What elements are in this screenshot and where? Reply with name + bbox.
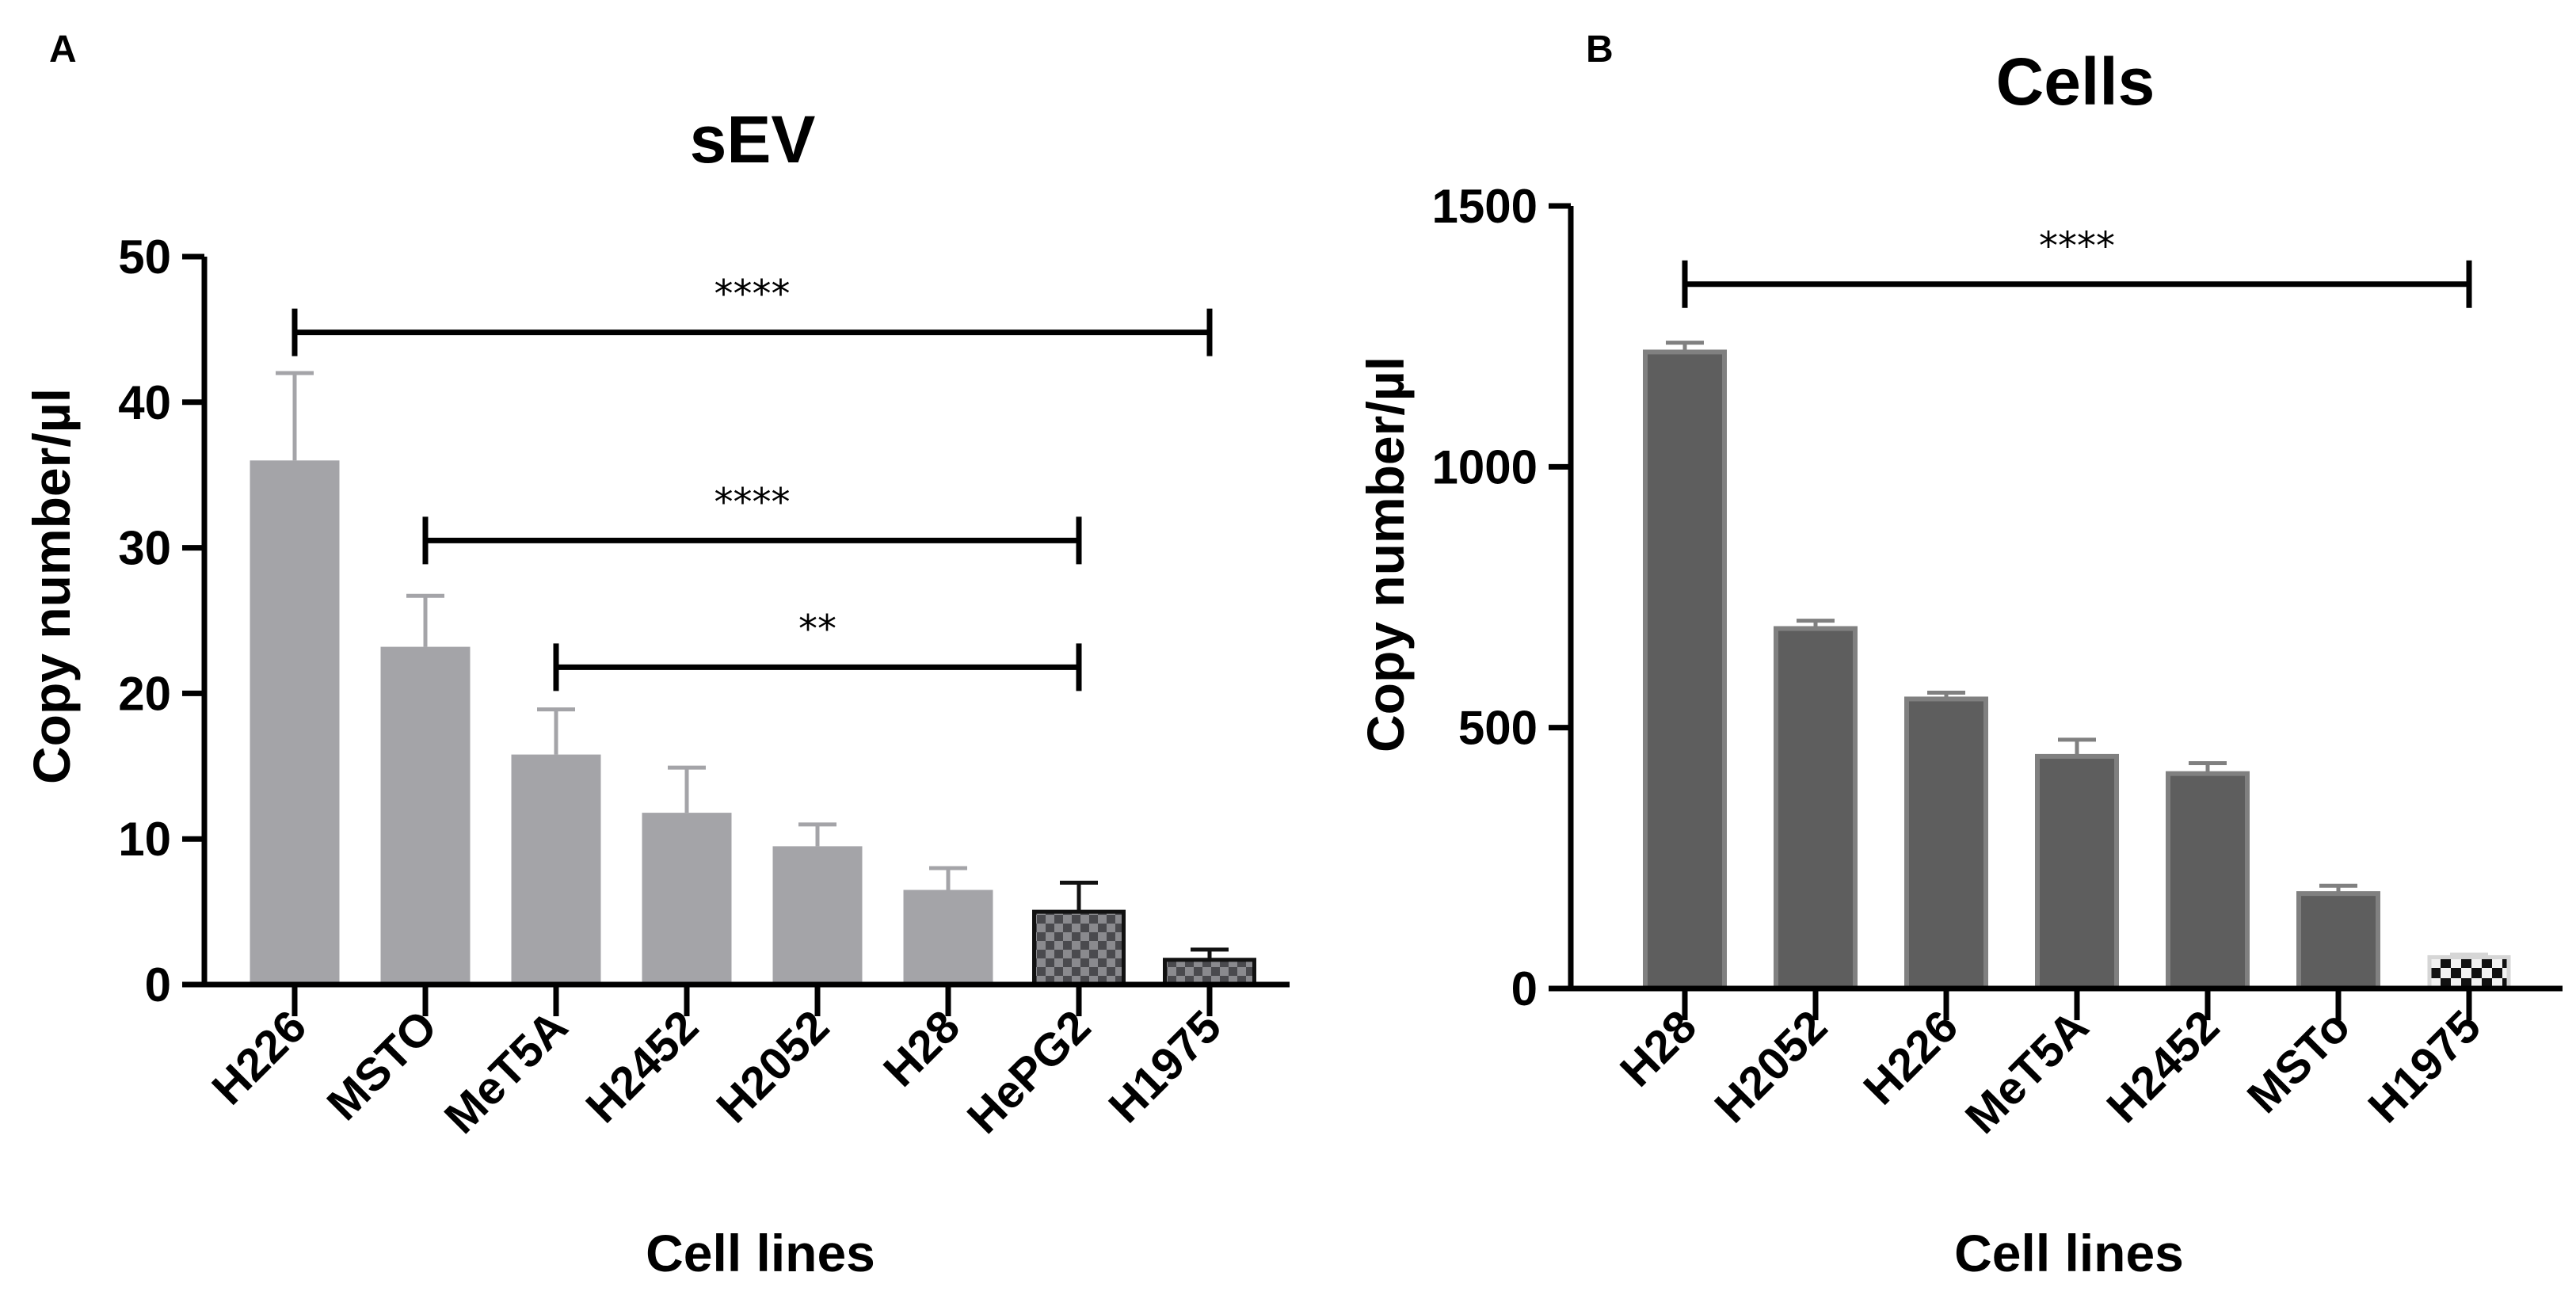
panel-a-significance-label-1: **** <box>714 272 791 317</box>
panel-a-y-tick-label: 50 <box>118 230 171 284</box>
panel-a-bar-h226 <box>250 460 340 985</box>
panel-b-category-label-h2452: H2452 <box>2097 1000 2229 1133</box>
panel-b-error-bar-h2052 <box>1797 619 1835 629</box>
panel-a-error-bar-met5a <box>537 707 575 755</box>
panel-b-y-tick-label: 500 <box>1458 702 1538 755</box>
panel-a-category-label-h226: H226 <box>202 1000 316 1114</box>
panel-a-category-label-h2052: H2052 <box>707 1000 839 1133</box>
panel-a-significance-label-2: **** <box>714 480 791 524</box>
panel-a-error-bar-h28 <box>929 866 967 890</box>
panel-b-y-tick-label: 1000 <box>1432 440 1538 493</box>
panel-a-y-tick-label: 40 <box>118 376 171 429</box>
panel-b-bar-h28 <box>1643 349 1727 991</box>
panel-a-title: sEV <box>690 102 816 177</box>
panel-b-error-bar-h28 <box>1666 341 1704 352</box>
panel-b-bar-h2052 <box>1774 626 1858 992</box>
panel-b-significance-bracket-1: **** <box>1682 224 2472 308</box>
panel-b-bar-met5a <box>2035 753 2119 991</box>
panel-a-error-bar-hepg2 <box>1060 880 1098 912</box>
panel-a-letter: A <box>49 29 77 70</box>
panel-b-category-label-met5a: MeT5A <box>1956 1000 2098 1143</box>
panel-a-error-bar-h2052 <box>798 822 836 847</box>
panel-a-error-bar-h1975 <box>1191 947 1229 960</box>
panel-b-letter: B <box>1586 29 1614 70</box>
panel-b-bar-msto <box>2296 891 2380 992</box>
panel-b-error-bar-msto <box>2319 883 2357 894</box>
panel-b-bar-h2452 <box>2166 771 2250 991</box>
panel-b-category-label-h28: H28 <box>1610 1000 1706 1096</box>
panel-a-category-label-h1975: H1975 <box>1099 1000 1231 1133</box>
panel-b-y-tick-label: 0 <box>1511 962 1538 1015</box>
panel-a-y-tick-label: 20 <box>118 667 171 720</box>
panel-a-bar-h28 <box>903 889 993 985</box>
panel-b-error-bar-h1975 <box>2450 952 2488 958</box>
panel-b-y-tick-label: 1500 <box>1432 180 1538 233</box>
panel-a-category-label-hepg2: HePG2 <box>958 1000 1100 1143</box>
panel-b-category-label-h2052: H2052 <box>1705 1000 1837 1133</box>
panel-a-y-tick-label: 10 <box>118 813 171 866</box>
panel-a-significance-bracket-3: ** <box>553 607 1082 691</box>
panel-a-bar-h2052 <box>772 846 863 985</box>
panel-b-bar-h226 <box>1904 696 1988 991</box>
panel-b-significance-label-1: **** <box>2039 224 2115 269</box>
panel-a-error-bar-h2452 <box>668 765 706 813</box>
panel-b-category-label-h226: H226 <box>1854 1000 1968 1114</box>
panel-b-category-label-msto: MSTo <box>2238 1000 2361 1123</box>
panel-b-bar-h1975 <box>2427 954 2511 991</box>
panel-a-error-bar-h226 <box>276 371 314 461</box>
panel-a-significance-bracket-1: **** <box>292 272 1213 356</box>
panel-a-x-axis-title: Cell lines <box>646 1224 875 1282</box>
panel-b-category-label-h1975: H1975 <box>2358 1000 2490 1133</box>
panel-a-y-axis-title: Copy number/µl <box>22 388 81 784</box>
panel-a-bar-msto <box>380 646 471 985</box>
panel-a-y-tick-label: 0 <box>145 958 171 1011</box>
panel-a-y-tick-label: 30 <box>118 522 171 575</box>
panel-a-error-bar-msto <box>406 593 444 647</box>
panel-a-bar-met5a <box>511 754 601 985</box>
panel-b-error-bar-met5a <box>2058 737 2096 756</box>
panel-a-significance-bracket-2: **** <box>422 480 1082 565</box>
panel-a-chart: A sEV 0 10 20 30 40 50 H226 MSTOMeT5AH2452H2052… <box>22 29 1290 1282</box>
panel-a-bar-hepg2 <box>1032 909 1126 987</box>
panel-b-x-axis-title: Cell lines <box>1954 1224 2184 1282</box>
panel-a-category-label-met5a: MeT5A <box>435 1000 577 1143</box>
panel-a-category-label-h28: H28 <box>874 1000 970 1096</box>
panel-a-significance-label-3: ** <box>798 607 836 651</box>
panel-a-category-label-msto: MSTO <box>317 1000 447 1130</box>
panel-b-title: Cells <box>1996 44 2155 119</box>
panel-a-category-label-h2452: H2452 <box>576 1000 708 1133</box>
panel-a-bar-h1975 <box>1163 958 1256 987</box>
panel-b-error-bar-h2452 <box>2189 760 2227 774</box>
panel-a-bar-h2452 <box>642 813 732 985</box>
panel-b-y-axis-title: Copy number/µl <box>1356 356 1415 752</box>
panel-b-error-bar-h226 <box>1927 691 1965 699</box>
